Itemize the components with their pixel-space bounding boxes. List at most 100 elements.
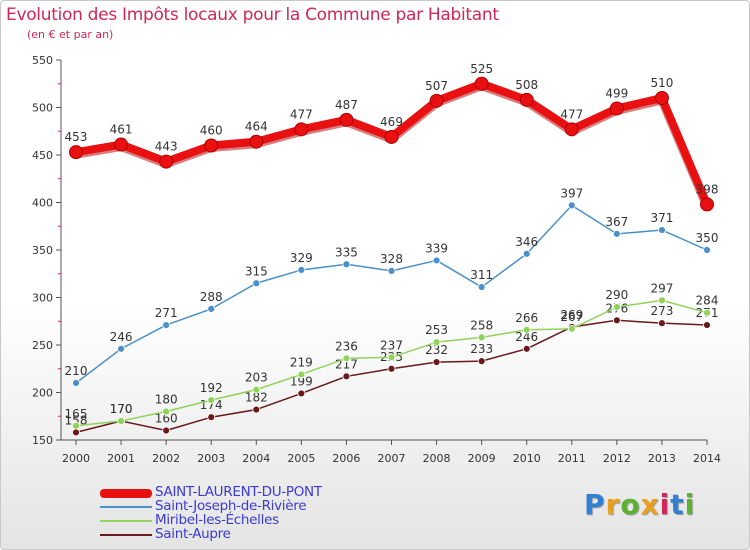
data-point [564,122,579,137]
data-label: 339 [425,241,448,255]
data-point [294,122,309,137]
data-point [658,319,666,328]
x-tick-label: 2005 [287,452,315,465]
legend-swatch [100,506,152,508]
data-point [297,370,306,379]
data-label: 284 [696,294,719,308]
data-point [207,396,216,405]
legend-swatch [100,520,152,522]
data-label: 160 [155,412,178,426]
data-label: 507 [425,79,448,93]
data-label: 192 [200,381,223,395]
data-point [522,249,531,258]
data-label: 350 [696,231,719,245]
data-point [117,417,125,425]
y-tick-label: 400 [32,197,53,210]
data-point [252,405,261,414]
data-point [297,266,306,274]
data-label: 469 [380,115,403,129]
data-label: 477 [560,107,583,121]
data-label: 297 [650,281,673,295]
data-label: 271 [155,306,178,320]
x-tick-label: 2008 [423,452,451,465]
data-label: 253 [425,323,448,337]
data-point [658,226,666,234]
x-tick-label: 2004 [242,452,270,465]
data-point [384,129,399,144]
data-point [72,428,80,437]
data-label: 315 [245,264,268,278]
data-label: 170 [110,402,133,416]
data-label: 269 [560,308,583,322]
data-point [342,354,351,363]
y-tick-label: 200 [32,387,53,400]
data-point [654,91,669,105]
data-label: 453 [65,130,88,144]
logo-letter: i [659,488,671,521]
data-point [432,358,441,367]
x-tick-label: 2012 [603,452,631,465]
data-label: 443 [155,140,178,154]
data-point [612,303,621,311]
y-tick-label: 500 [32,102,53,115]
data-point [474,76,489,91]
data-label: 508 [515,78,538,92]
data-point [297,389,306,398]
chart-title: Evolution des Impôts locaux pour la Comm… [6,5,499,25]
y-tick-label: 150 [32,434,53,447]
data-label: 328 [380,252,403,266]
data-label: 487 [335,98,358,112]
logo-letter: i [684,488,696,521]
data-point [204,138,219,153]
legend-label: Saint-Aupre [155,526,231,542]
data-label: 499 [605,86,628,100]
legend-swatch [100,534,152,536]
y-tick-label: 350 [32,244,53,257]
legend-swatch [100,488,152,498]
data-point [703,321,711,329]
data-label: 233 [470,342,493,356]
legend-label: Saint-Joseph-de-Rivière [155,498,307,514]
y-tick-label: 250 [32,339,53,352]
y-tick-label: 450 [32,149,53,162]
proxiti-logo: Proxiti [584,488,695,521]
x-tick-label: 2014 [693,452,721,465]
x-tick-label: 2013 [648,452,676,465]
data-label: 246 [110,330,133,344]
data-label: 510 [650,76,673,90]
data-label: 398 [696,182,719,196]
legend-item: SAINT-LAURENT-DU-PONT [100,484,400,500]
data-label: 170 [110,402,133,416]
x-tick-label: 2007 [378,452,406,465]
data-label: 335 [335,245,358,259]
data-label: 203 [245,371,268,385]
data-point [207,413,216,422]
data-label: 290 [605,288,628,302]
data-point [342,260,351,269]
data-label: 182 [245,391,268,405]
logo-letter: x [640,488,660,521]
data-point [252,279,261,288]
data-label: 266 [515,311,538,325]
x-tick-label: 2011 [558,452,586,465]
data-point [72,421,80,430]
data-point [609,101,624,116]
data-label: 219 [290,355,313,369]
data-label: 367 [605,215,628,229]
logo-letter: o [620,488,641,521]
data-point [522,344,531,353]
data-label: 311 [470,268,493,282]
data-point [72,379,80,387]
data-point [387,353,396,362]
data-point [162,407,171,416]
logo-letter: t [670,488,685,521]
data-point [114,137,129,152]
data-label: 525 [470,62,493,76]
data-label: 477 [290,107,313,121]
data-point [612,316,621,325]
data-point [567,324,576,333]
data-label: 273 [650,304,673,318]
data-point [69,145,83,160]
y-tick-label: 550 [32,54,53,67]
x-tick-label: 2002 [152,452,180,465]
